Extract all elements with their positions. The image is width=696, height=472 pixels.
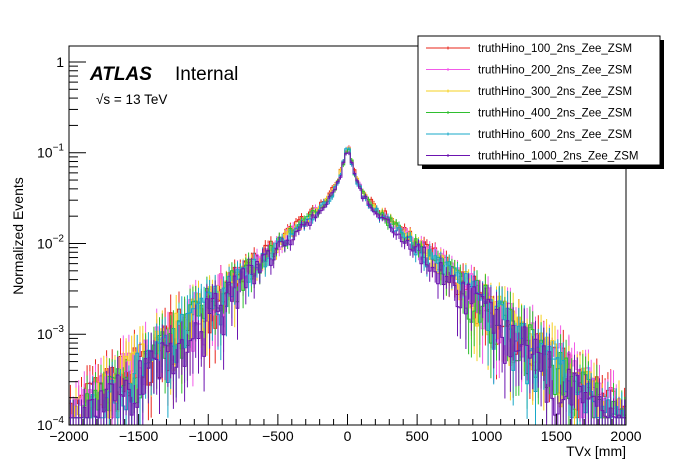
y-tick-label: 1 (56, 54, 64, 70)
x-tick-labels: −2000 −1500 −1000 −500 0 500 1000 1500 2000 (49, 428, 641, 444)
histogram-line (69, 152, 626, 419)
legend-box (417, 35, 661, 166)
legend-label: truthHino_400_2ns_Zee_ZSM (478, 108, 632, 120)
x-tick-label: −1500 (119, 428, 159, 444)
axis-ticks (68, 61, 627, 426)
legend-entry: truthHino_300_2ns_Zee_ZSM (426, 86, 632, 98)
y-axis-title: Normalized Events (10, 177, 26, 295)
legend-entry: truthHino_200_2ns_Zee_ZSM (426, 65, 632, 77)
legend-label: truthHino_600_2ns_Zee_ZSM (478, 129, 632, 141)
x-tick-label: 2000 (610, 428, 641, 444)
legend-label: truthHino_200_2ns_Zee_ZSM (478, 65, 632, 77)
energy-value: = 13 TeV (110, 92, 167, 107)
y-tick-label: 10−1 (37, 143, 64, 161)
x-tick-label: −1000 (189, 428, 229, 444)
energy-sqrt-s: √s (96, 92, 110, 107)
x-tick-label: −2000 (49, 428, 89, 444)
legend-label: truthHino_100_2ns_Zee_ZSM (478, 43, 632, 55)
x-axis-title: TVx [mm] (566, 443, 626, 459)
legend-entry: truthHino_1000_2ns_Zee_ZSM (426, 151, 638, 163)
histogram-truthHino_1000_2ns_Zee_ZSM (69, 151, 626, 425)
legend-label: truthHino_300_2ns_Zee_ZSM (478, 86, 632, 98)
y-tick-label: 10−2 (37, 233, 64, 251)
legend-entry: truthHino_100_2ns_Zee_ZSM (426, 43, 632, 55)
x-tick-label: 1000 (471, 428, 502, 444)
internal-label: Internal (175, 64, 238, 85)
legend-entry: truthHino_600_2ns_Zee_ZSM (426, 129, 632, 141)
y-tick-labels: 1 10−1 10−2 10−3 10−4 (37, 54, 64, 433)
x-tick-label: 500 (405, 428, 429, 444)
legend: truthHino_100_2ns_Zee_ZSM truthHino_200_2… (417, 35, 664, 169)
energy-label: √s = 13 TeV (96, 92, 167, 107)
x-tick-label: −500 (262, 428, 294, 444)
legend-label: truthHino_1000_2ns_Zee_ZSM (478, 151, 638, 163)
legend-entry: truthHino_400_2ns_Zee_ZSM (426, 108, 632, 120)
atlas-label: ATLAS (89, 64, 152, 85)
x-tick-label: 1500 (541, 428, 572, 444)
y-tick-label: 10−4 (37, 415, 64, 433)
x-tick-label: 0 (344, 428, 352, 444)
histogram-series (69, 145, 626, 425)
y-tick-label: 10−3 (37, 324, 64, 342)
